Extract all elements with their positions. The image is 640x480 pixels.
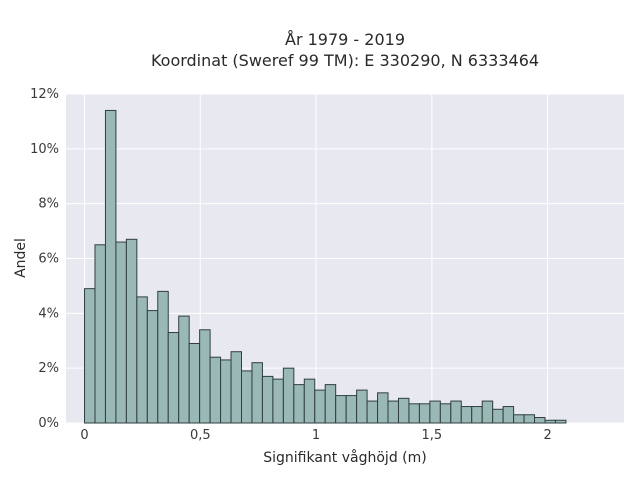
histogram-bar bbox=[335, 395, 347, 424]
histogram-bar bbox=[188, 342, 201, 424]
histogram-bar bbox=[502, 406, 515, 424]
histogram-bar bbox=[544, 419, 556, 424]
histogram-bar bbox=[377, 392, 389, 424]
histogram-bar bbox=[251, 362, 263, 424]
histogram-bar bbox=[429, 400, 441, 424]
histogram-bar bbox=[460, 406, 473, 424]
histogram-bar bbox=[471, 406, 483, 424]
x-tick-label: 0,5 bbox=[190, 428, 211, 443]
histogram-bar bbox=[366, 400, 379, 424]
histogram-bar bbox=[146, 310, 159, 424]
histogram-bar bbox=[534, 417, 546, 424]
chart-title-line2: Koordinat (Sweref 99 TM): E 330290, N 63… bbox=[151, 51, 539, 70]
histogram-bar bbox=[115, 241, 127, 424]
y-tick-label: 4% bbox=[38, 306, 59, 321]
histogram-bar bbox=[230, 351, 243, 424]
histogram-bar bbox=[408, 403, 420, 424]
y-tick-label: 2% bbox=[38, 361, 59, 376]
histogram-bar bbox=[104, 109, 117, 424]
histogram-bar bbox=[220, 359, 232, 424]
chart-title-line1: År 1979 - 2019 bbox=[285, 30, 405, 49]
bars-layer bbox=[84, 109, 567, 424]
histogram-bar bbox=[293, 384, 305, 424]
y-tick-label: 10% bbox=[30, 142, 59, 157]
histogram-bar bbox=[523, 414, 536, 424]
histogram-bar bbox=[450, 400, 462, 424]
x-tick-label: 0 bbox=[80, 428, 88, 443]
x-axis-label: Signifikant våghöjd (m) bbox=[263, 449, 426, 466]
histogram-bar bbox=[84, 288, 96, 424]
histogram-bar bbox=[303, 378, 316, 424]
histogram-bar bbox=[345, 395, 358, 424]
histogram-bar bbox=[209, 356, 222, 424]
y-tick-label: 0% bbox=[38, 416, 59, 431]
histogram-bar bbox=[261, 375, 274, 424]
histogram-bar bbox=[492, 408, 504, 424]
histogram-bar bbox=[418, 403, 431, 424]
histogram-bar bbox=[439, 403, 452, 424]
histogram-bar bbox=[272, 378, 284, 424]
y-tick-label: 8% bbox=[38, 197, 59, 212]
histogram-bar bbox=[125, 238, 138, 424]
histogram-bar bbox=[481, 400, 494, 424]
histogram-bar bbox=[387, 400, 399, 424]
histogram-bar bbox=[513, 414, 525, 424]
histogram-bar bbox=[136, 296, 148, 424]
histogram-bar bbox=[199, 329, 211, 424]
x-tick-label: 2 bbox=[543, 428, 551, 443]
histogram-bar bbox=[157, 290, 169, 424]
x-tick-label: 1,5 bbox=[421, 428, 442, 443]
histogram-bar bbox=[167, 332, 180, 424]
histogram-bar bbox=[282, 367, 295, 424]
x-tick-label: 1 bbox=[312, 428, 320, 443]
histogram-bar bbox=[241, 370, 253, 424]
histogram-bar bbox=[324, 384, 337, 424]
y-axis-label: Andel bbox=[13, 238, 29, 278]
x-tick-labels: 0 0,5 1 1,5 2 bbox=[80, 428, 551, 443]
y-tick-label: 12% bbox=[30, 87, 59, 102]
histogram-bar bbox=[356, 389, 368, 424]
histogram-bar bbox=[94, 244, 106, 424]
y-tick-labels: 0% 2% 4% 6% 8% 10% 12% bbox=[30, 87, 59, 431]
histogram-bar bbox=[554, 419, 567, 424]
y-tick-label: 6% bbox=[38, 252, 59, 267]
histogram-bar bbox=[314, 389, 326, 424]
histogram-bar bbox=[397, 397, 410, 424]
histogram-bar bbox=[178, 315, 190, 424]
